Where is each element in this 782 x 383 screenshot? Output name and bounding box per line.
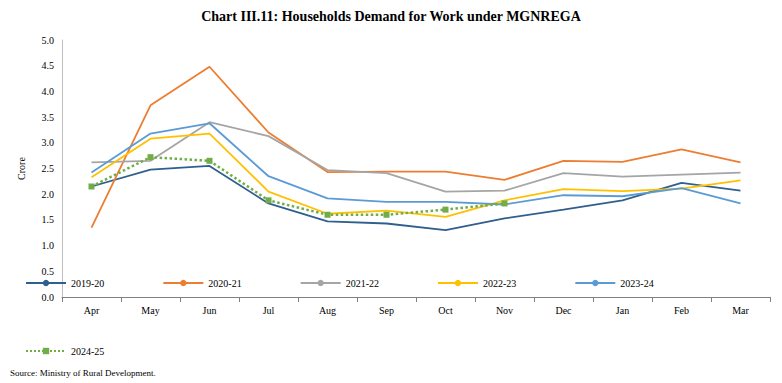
svg-text:0.5: 0.5 [42, 266, 55, 277]
svg-text:2020-21: 2020-21 [208, 278, 241, 289]
svg-text:2024-25: 2024-25 [71, 346, 104, 357]
svg-text:May: May [141, 305, 159, 316]
svg-text:Source: Ministry of Rural Deve: Source: Ministry of Rural Development. [10, 368, 156, 378]
svg-text:0.0: 0.0 [42, 292, 55, 303]
svg-text:Chart III.11: Households Deman: Chart III.11: Households Demand for Work… [201, 9, 581, 24]
svg-text:Apr: Apr [84, 305, 100, 316]
svg-text:2.0: 2.0 [42, 189, 55, 200]
svg-text:2019-20: 2019-20 [71, 278, 104, 289]
svg-text:Jan: Jan [616, 305, 629, 316]
svg-text:Jun: Jun [203, 305, 217, 316]
svg-text:5.0: 5.0 [42, 35, 55, 46]
svg-text:3.0: 3.0 [42, 137, 55, 148]
svg-text:2022-23: 2022-23 [483, 278, 516, 289]
svg-text:Oct: Oct [438, 305, 453, 316]
svg-text:3.5: 3.5 [42, 112, 55, 123]
svg-text:2021-22: 2021-22 [346, 278, 379, 289]
svg-text:4.0: 4.0 [42, 86, 55, 97]
svg-text:Mar: Mar [732, 305, 749, 316]
svg-text:Feb: Feb [674, 305, 689, 316]
svg-text:4.5: 4.5 [42, 60, 55, 71]
svg-text:1.0: 1.0 [42, 240, 55, 251]
svg-text:Dec: Dec [555, 305, 572, 316]
svg-text:1.5: 1.5 [42, 214, 55, 225]
svg-text:Sep: Sep [379, 305, 394, 316]
svg-text:Nov: Nov [496, 305, 513, 316]
svg-text:Crore: Crore [16, 157, 27, 180]
svg-text:Aug: Aug [319, 305, 336, 316]
svg-text:2023-24: 2023-24 [620, 278, 653, 289]
svg-text:2.5: 2.5 [42, 163, 55, 174]
svg-text:Jul: Jul [263, 305, 275, 316]
